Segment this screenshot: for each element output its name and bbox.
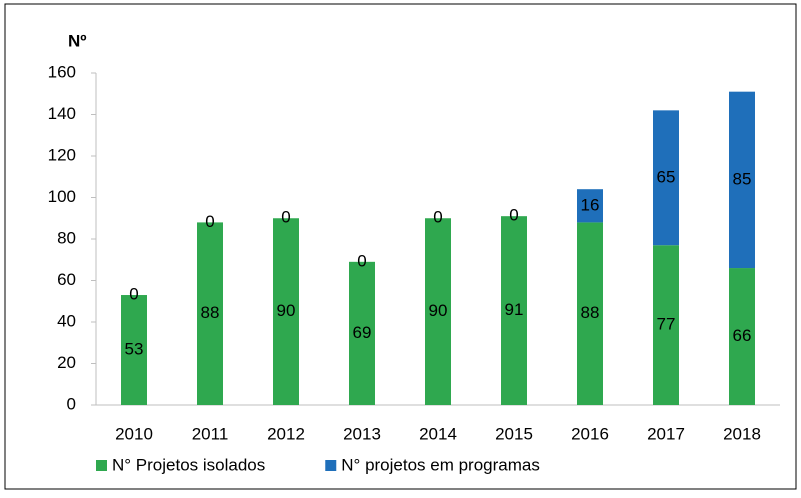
y-tick-label: 40 xyxy=(57,311,76,330)
x-tick-label: 2012 xyxy=(267,424,305,443)
x-tick-label: 2010 xyxy=(115,424,153,443)
data-label: 88 xyxy=(201,303,220,322)
x-tick-label: 2014 xyxy=(419,424,457,443)
data-label: 69 xyxy=(353,323,372,342)
y-tick-label: 160 xyxy=(48,62,76,81)
y-tick-label: 0 xyxy=(67,394,76,413)
y-tick-label: 140 xyxy=(48,104,76,123)
bar-segment xyxy=(577,189,603,223)
bar-segment xyxy=(501,216,527,405)
data-label: 65 xyxy=(657,167,676,186)
data-label: 90 xyxy=(429,301,448,320)
y-tick-label: 120 xyxy=(48,145,76,164)
y-tick-label: 20 xyxy=(57,353,76,372)
bar-segment xyxy=(653,245,679,405)
bar-segment xyxy=(653,110,679,246)
y-tick-label: 60 xyxy=(57,270,76,289)
data-label: 0 xyxy=(357,251,366,270)
x-tick-label: 2013 xyxy=(343,424,381,443)
legend-swatch xyxy=(96,460,107,471)
data-label: 0 xyxy=(129,285,138,304)
data-label: 85 xyxy=(733,169,752,188)
x-tick-label: 2018 xyxy=(723,424,761,443)
data-label: 16 xyxy=(581,195,600,214)
data-label: 0 xyxy=(433,208,442,227)
data-label: 0 xyxy=(281,208,290,227)
x-tick-label: 2011 xyxy=(192,424,229,443)
data-label: 77 xyxy=(657,315,676,334)
x-tick-label: 2016 xyxy=(571,424,609,443)
y-tick-label: 80 xyxy=(57,228,76,247)
data-label: 66 xyxy=(733,326,752,345)
bar-segment xyxy=(577,222,603,405)
x-tick-label: 2017 xyxy=(647,424,685,443)
legend-swatch xyxy=(325,460,337,471)
x-tick-label: 2015 xyxy=(495,424,533,443)
data-label: 0 xyxy=(205,212,214,231)
bar-segment xyxy=(729,91,755,269)
legend-label: N° Projetos isolados xyxy=(112,455,265,474)
bar-segment xyxy=(273,218,299,405)
data-label: 91 xyxy=(505,300,524,319)
bar-segment xyxy=(729,268,755,405)
data-label: 88 xyxy=(581,303,600,322)
bar-segment xyxy=(197,222,223,405)
legend-label: N° projetos em programas xyxy=(341,455,540,474)
data-label: 53 xyxy=(125,339,144,358)
bar-segment xyxy=(349,261,375,405)
bar-segment xyxy=(425,218,451,405)
y-axis-label: Nº xyxy=(68,31,87,50)
y-tick-label: 100 xyxy=(48,187,76,206)
data-label: 0 xyxy=(509,206,518,225)
data-label: 90 xyxy=(277,301,296,320)
bar-segment xyxy=(121,295,147,405)
